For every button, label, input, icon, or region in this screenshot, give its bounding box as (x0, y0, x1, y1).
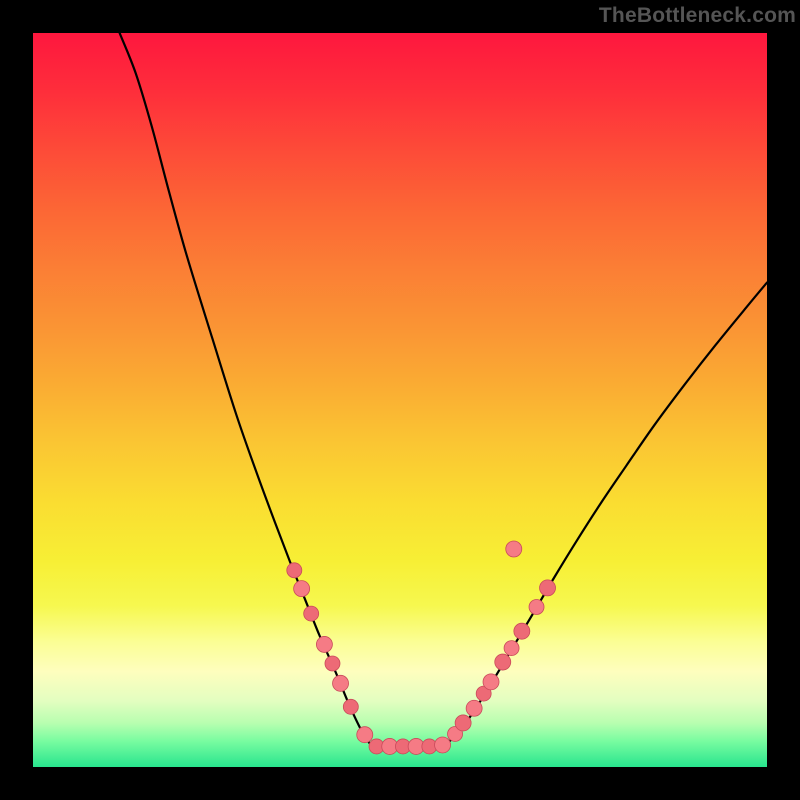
data-marker (514, 623, 530, 639)
data-marker (294, 581, 310, 597)
watermark-text: TheBottleneck.com (599, 4, 796, 28)
plot-area (33, 33, 767, 767)
data-marker (287, 563, 302, 578)
data-marker (316, 636, 332, 652)
data-marker (343, 699, 358, 714)
data-marker (325, 656, 340, 671)
data-marker (495, 654, 511, 670)
data-marker (304, 606, 319, 621)
data-marker (540, 580, 556, 596)
data-marker (466, 700, 482, 716)
data-marker (455, 715, 471, 731)
data-marker (435, 737, 451, 753)
chart-svg (33, 33, 767, 767)
data-marker (529, 599, 544, 614)
chart-container: { "watermark": "TheBottleneck.com", "cha… (0, 0, 800, 800)
data-marker (357, 727, 373, 743)
data-marker (504, 641, 519, 656)
data-marker (506, 541, 522, 557)
data-marker (483, 674, 499, 690)
data-marker (333, 675, 349, 691)
